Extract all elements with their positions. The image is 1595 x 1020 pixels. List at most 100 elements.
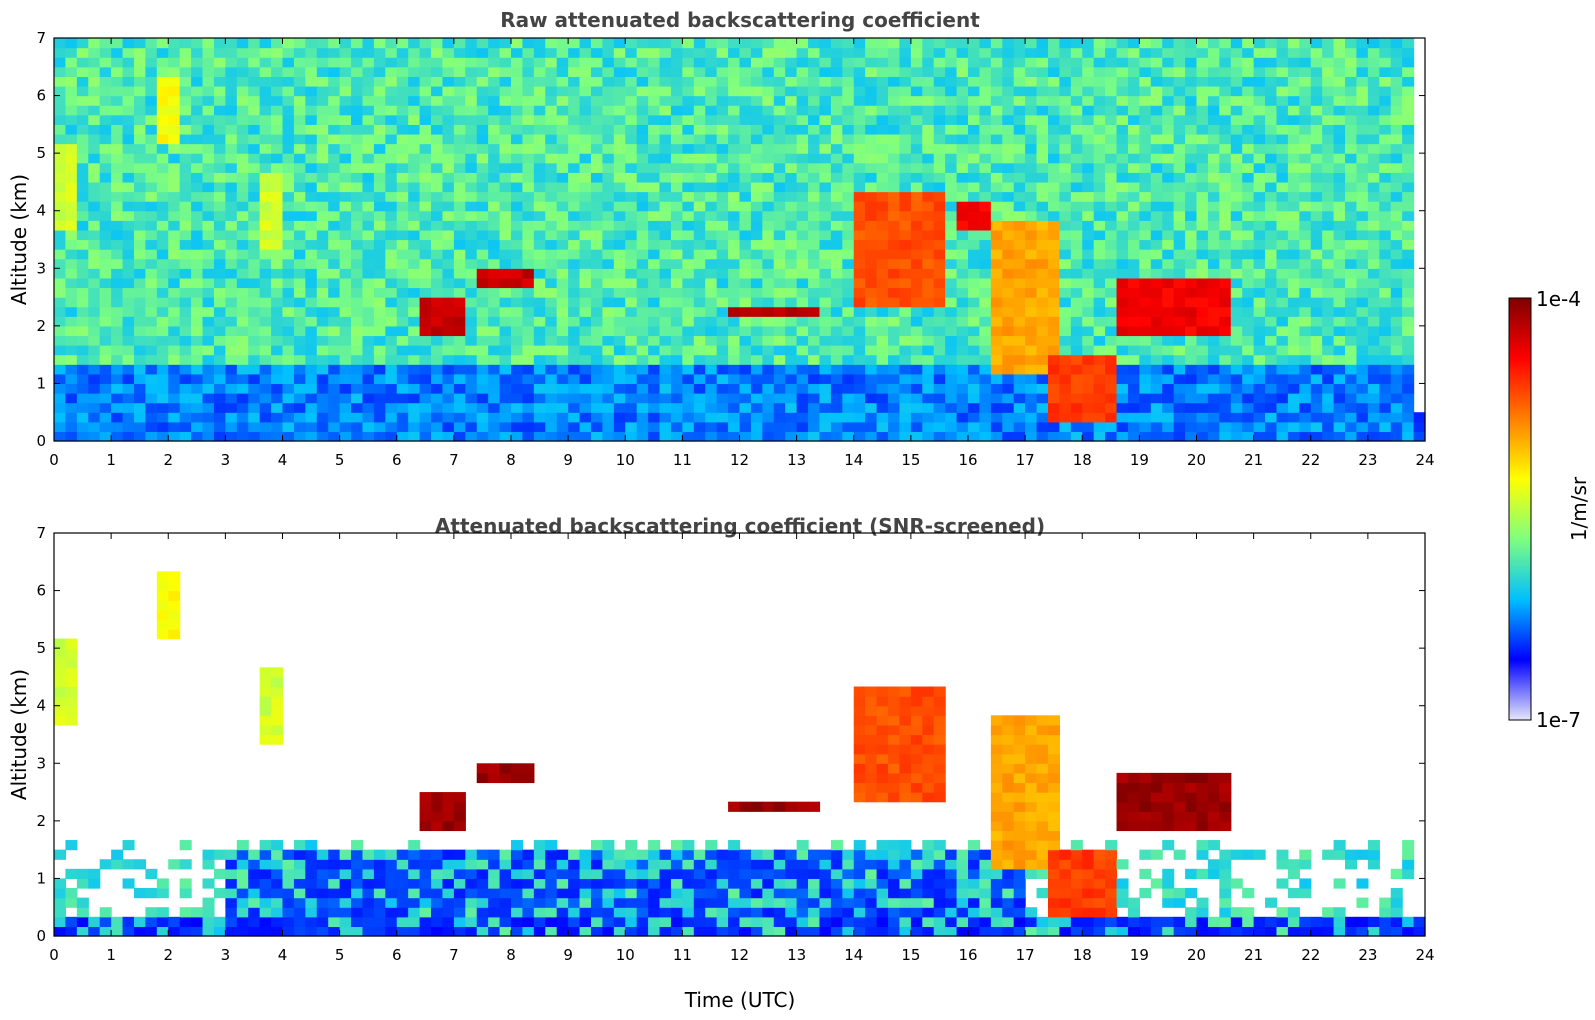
heatmap-cell xyxy=(408,220,421,231)
heatmap-cell xyxy=(453,76,466,87)
heatmap-cell xyxy=(202,393,215,404)
heatmap-cell xyxy=(888,306,901,317)
heatmap-cell xyxy=(1402,210,1415,221)
heatmap-cell xyxy=(670,162,683,173)
heatmap-cell xyxy=(693,133,706,145)
heatmap-cell xyxy=(1025,153,1038,164)
heatmap-cell xyxy=(1253,181,1266,193)
heatmap-cell xyxy=(739,354,752,365)
heatmap-cell xyxy=(865,220,878,231)
heatmap-cell xyxy=(1025,124,1038,135)
heatmap-cell xyxy=(122,143,135,154)
heatmap-cell xyxy=(1173,402,1186,413)
heatmap-cell xyxy=(1093,239,1106,250)
heatmap-cell xyxy=(613,277,626,289)
heatmap-cell xyxy=(293,143,306,154)
heatmap-cell xyxy=(545,172,558,183)
heatmap-cell xyxy=(1082,287,1095,298)
heatmap-cell xyxy=(876,287,889,298)
heatmap-cell xyxy=(1036,325,1049,337)
heatmap-cell xyxy=(819,162,832,173)
heatmap-cell xyxy=(910,364,923,375)
heatmap-cell xyxy=(373,229,386,241)
heatmap-cell xyxy=(613,402,626,413)
heatmap-cell xyxy=(293,57,306,68)
heatmap-cell xyxy=(945,153,958,164)
heatmap-cell xyxy=(351,181,364,193)
heatmap-cell xyxy=(556,364,569,375)
heatmap-cell xyxy=(1287,66,1300,77)
heatmap-cell xyxy=(499,354,512,365)
heatmap-cell xyxy=(739,191,752,202)
heatmap-cell xyxy=(1287,124,1300,135)
heatmap-cell xyxy=(842,57,855,68)
heatmap-cell xyxy=(545,335,558,346)
heatmap-cell xyxy=(1242,153,1255,164)
heatmap-cell xyxy=(1265,373,1278,385)
heatmap-cell xyxy=(1265,124,1278,135)
heatmap-cell xyxy=(1322,57,1335,68)
heatmap-cell xyxy=(453,191,466,202)
heatmap-cell xyxy=(1025,85,1038,97)
heatmap-cell xyxy=(830,201,843,212)
heatmap-cell xyxy=(853,268,866,279)
heatmap-cell xyxy=(373,38,386,49)
heatmap-cell xyxy=(1196,162,1209,173)
heatmap-cell xyxy=(853,383,866,394)
heatmap-cell xyxy=(65,325,78,337)
heatmap-cell xyxy=(1139,66,1152,77)
heatmap-cell xyxy=(1230,76,1243,87)
heatmap-cell xyxy=(568,297,581,308)
heatmap-cell xyxy=(579,345,592,356)
heatmap-cell xyxy=(899,277,912,289)
heatmap-cell xyxy=(111,373,124,385)
heatmap-cell xyxy=(65,373,78,385)
heatmap-cell xyxy=(476,153,489,164)
heatmap-cell xyxy=(362,76,375,87)
heatmap-cell xyxy=(659,143,672,154)
heatmap-cell xyxy=(750,191,763,202)
heatmap-cell xyxy=(65,153,78,164)
heatmap-cell xyxy=(670,76,683,87)
heatmap-cell xyxy=(465,393,478,404)
heatmap-cell xyxy=(636,153,649,164)
heatmap-cell xyxy=(762,57,775,68)
heatmap-cell xyxy=(876,354,889,365)
heatmap-cell xyxy=(236,105,249,116)
heatmap-cell xyxy=(785,66,798,77)
heatmap-cell xyxy=(933,249,946,260)
heatmap-cell xyxy=(785,57,798,68)
heatmap-cell xyxy=(1150,85,1163,97)
heatmap-cell xyxy=(556,402,569,413)
heatmap-cell xyxy=(1333,335,1346,346)
heatmap-cell xyxy=(1219,402,1232,413)
heatmap-cell xyxy=(1356,201,1369,212)
heatmap-cell xyxy=(259,277,272,289)
heatmap-cell xyxy=(990,38,1003,49)
heatmap-cell xyxy=(979,95,992,106)
heatmap-cell xyxy=(1025,143,1038,154)
heatmap-cell xyxy=(1139,364,1152,375)
heatmap-cell xyxy=(248,220,261,231)
heatmap-cell xyxy=(1082,143,1095,154)
heatmap-cell xyxy=(533,373,546,385)
heatmap-cell xyxy=(1185,287,1198,298)
heatmap-cell xyxy=(785,325,798,337)
heatmap-cell xyxy=(442,76,455,87)
heatmap-cell xyxy=(1345,335,1358,346)
heatmap-cell xyxy=(602,383,615,394)
heatmap-cell xyxy=(408,402,421,413)
heatmap-cell xyxy=(659,345,672,356)
heatmap-cell xyxy=(1310,124,1323,135)
heatmap-cell xyxy=(1185,47,1198,58)
heatmap-cell xyxy=(1059,345,1072,356)
heatmap-cell xyxy=(865,172,878,183)
heatmap-cell xyxy=(876,124,889,135)
heatmap-cell xyxy=(910,421,923,433)
heatmap-cell xyxy=(1253,66,1266,77)
heatmap-cell xyxy=(168,133,181,145)
heatmap-cell xyxy=(511,383,524,394)
heatmap-cell xyxy=(282,210,295,221)
heatmap-cell xyxy=(522,47,535,58)
heatmap-cell xyxy=(499,383,512,394)
